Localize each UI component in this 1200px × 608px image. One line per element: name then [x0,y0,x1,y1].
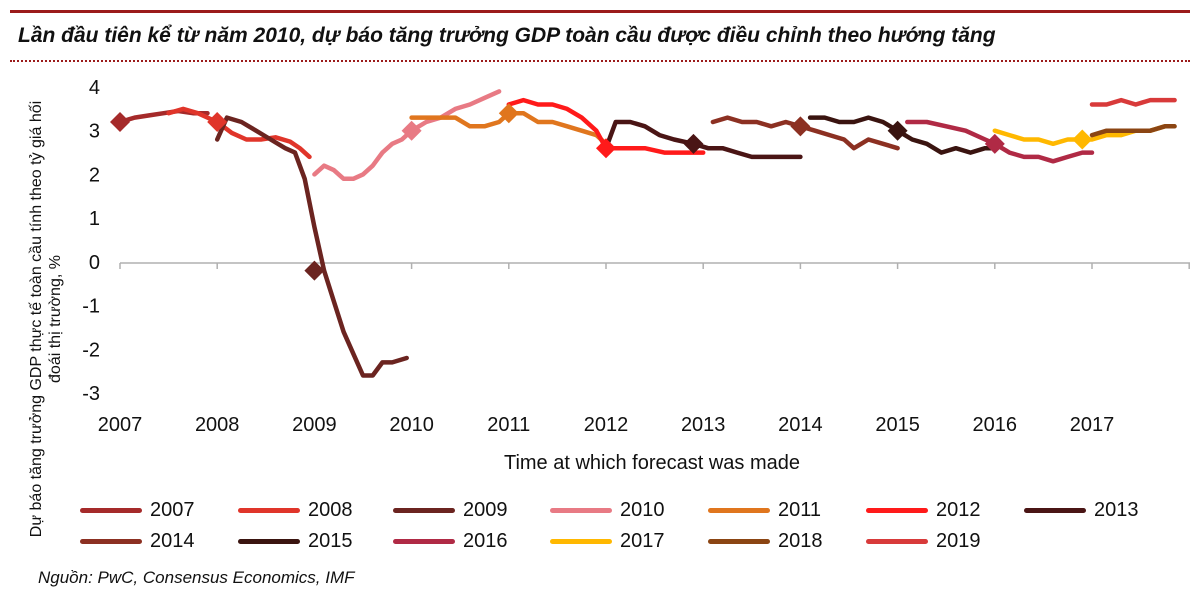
legend-swatch [393,538,455,544]
legend-item-2008: 2008 [238,496,353,524]
y-tick-label: 4 [89,77,100,99]
legend-label: 2017 [620,529,665,552]
legend-swatch [238,538,300,544]
series-line-2016 [905,119,1095,164]
x-tick-label: 2008 [195,414,240,436]
y-tick-label: 1 [89,208,100,230]
y-tick-label: -2 [82,339,100,361]
legend-label: 2009 [463,498,508,521]
series-line-2009 [214,115,409,378]
actual-marker-2015 [887,120,908,141]
x-tick-label: 2012 [584,414,629,436]
x-tick-label: 2009 [292,414,337,436]
actual-marker-2012 [596,138,616,159]
legend-swatch [80,507,142,513]
actual-marker-2013 [683,133,704,154]
chart-legend: 2007 2008 2009 2010 2011 2012 2013 2014 2015 2016… [0,496,1200,560]
line-chart: 4 3 2 1 0 -1 -2 -3 2007 2008 2009 2010 2011 2012 2013 2… [82,77,1190,474]
legend-item-2015: 2015 [238,527,353,555]
legend-label: 2014 [150,529,195,552]
legend-label: 2007 [150,498,195,521]
x-tick-label: 2007 [98,414,143,436]
series-line-2010 [312,89,502,182]
chart-title: Lần đầu tiên kể từ năm 2010, dự báo tăng… [18,24,996,47]
x-tick-label: 2014 [778,414,823,436]
legend-item-2016: 2016 [393,527,508,555]
legend-swatch [80,538,142,544]
legend-item-2007: 2007 [80,496,195,524]
source-note: Nguồn: PwC, Consensus Economics, IMF [38,568,355,587]
legend-label: 2018 [778,529,823,552]
actual-marker-2016 [984,133,1005,154]
actual-marker-2014 [790,116,811,137]
legend-item-2011: 2011 [708,496,821,524]
legend-item-2013: 2013 [1024,496,1139,524]
top-rule [10,10,1190,13]
legend-item-2019: 2019 [866,527,981,555]
legend-swatch [866,507,928,513]
y-tick-label: -3 [82,383,100,405]
series-line-2008 [166,106,312,160]
series-line-2012 [506,97,706,155]
actual-marker-2009 [304,260,325,281]
legend-swatch [550,538,612,544]
legend-label: 2008 [308,498,353,521]
legend-item-2010: 2010 [550,496,665,524]
x-tick-label: 2013 [681,414,726,436]
legend-label: 2012 [936,498,981,521]
legend-item-2014: 2014 [80,527,195,555]
series-line-2018 [1089,124,1177,138]
y-tick-label: 3 [89,121,100,143]
legend-swatch [708,507,770,513]
x-tick-label: 2010 [389,414,434,436]
x-tick-label: 2016 [973,414,1018,436]
legend-label: 2013 [1094,498,1139,521]
legend-swatch [1024,507,1086,513]
legend-label: 2016 [463,529,508,552]
legend-item-2012: 2012 [866,496,981,524]
legend-item-2009: 2009 [393,496,508,524]
y-tick-label: 2 [89,164,100,186]
legend-swatch [393,507,455,513]
actual-marker-2010 [401,120,422,141]
x-tick-label: 2011 [487,414,530,436]
legend-label: 2011 [778,498,822,521]
title-divider [10,60,1190,62]
legend-label: 2010 [620,498,665,521]
series-line-2015 [807,115,998,155]
x-tick-label: 2015 [875,414,920,436]
legend-swatch [238,507,300,513]
series-line-2019 [1089,97,1177,107]
actual-marker-2017 [1072,129,1093,150]
actual-marker-2008 [207,111,228,132]
y-tick-label: -1 [82,296,100,318]
legend-swatch [708,538,770,544]
y-tick-label: 0 [89,252,100,274]
x-tick-label: 2017 [1070,414,1115,436]
actual-marker-2007 [110,111,130,132]
legend-item-2018: 2018 [708,527,823,555]
legend-label: 2019 [936,529,981,552]
x-axis-label: Time at which forecast was made [504,452,800,474]
legend-item-2017: 2017 [550,527,665,555]
actual-marker-2011 [498,103,519,124]
legend-label: 2015 [308,529,353,552]
legend-swatch [550,507,612,513]
legend-swatch [866,538,928,544]
